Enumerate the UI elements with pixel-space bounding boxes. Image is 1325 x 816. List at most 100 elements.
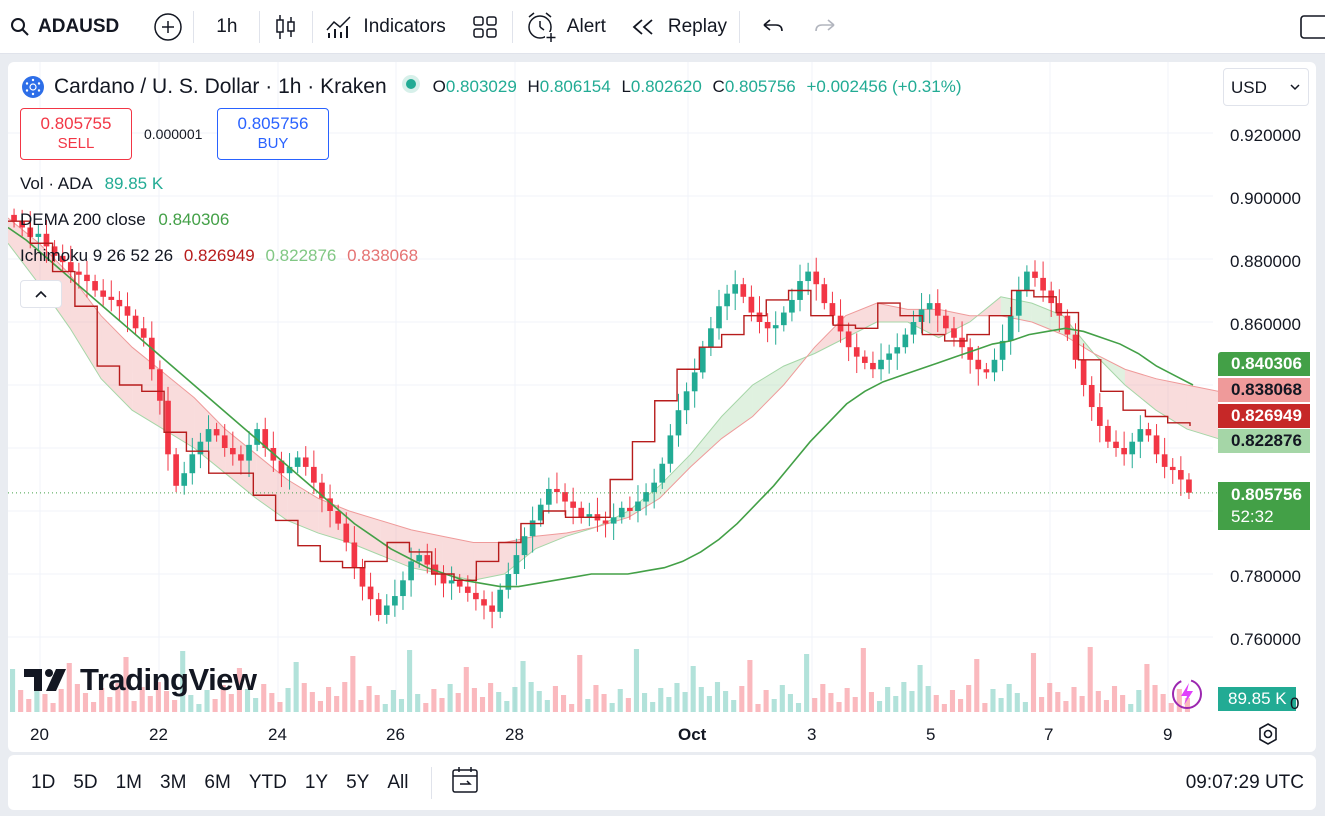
volume-bar [625, 698, 631, 712]
window-icon [1299, 14, 1325, 40]
ichimoku-cloud-segment [70, 274, 102, 379]
range-1d-button[interactable]: 1D [31, 771, 56, 793]
volume-bar [398, 699, 405, 712]
alert-button[interactable]: Alert [513, 7, 618, 47]
candle-body [1072, 334, 1079, 360]
candle-body [294, 457, 301, 467]
replay-button[interactable]: Replay [618, 7, 739, 47]
volume-bar [747, 660, 753, 712]
last-price-badge: 0.805756 52:32 [1218, 482, 1310, 530]
volume-bar [552, 686, 558, 712]
clock[interactable]: 09:07:29 UTC [1185, 771, 1304, 793]
range-3m-button[interactable]: 3M [160, 771, 187, 793]
candle-body [764, 322, 771, 329]
volume-bar [34, 685, 40, 712]
volume-bar [236, 668, 242, 712]
time-axis-label: 20 [30, 725, 49, 744]
candle-body [424, 555, 431, 565]
candle-body [456, 580, 463, 587]
volume-legend[interactable]: Vol · ADA 89.85 K [20, 174, 163, 194]
volume-bar [876, 701, 883, 712]
range-5d-button[interactable]: 5D [73, 771, 98, 793]
buy-button[interactable]: 0.805756 BUY [217, 108, 329, 160]
range-all-button[interactable]: All [387, 771, 409, 793]
volume-bar [868, 692, 874, 712]
volume-label: Vol · ADA [20, 174, 92, 193]
volume-bar [188, 695, 194, 712]
candle-body [586, 514, 593, 518]
settings-icon [1259, 723, 1277, 745]
candle-body [1161, 454, 1168, 467]
ichimoku-span-a-value: 0.822876 [265, 246, 337, 265]
goto-date-button[interactable] [450, 765, 480, 800]
dema-legend[interactable]: DEMA 200 close 0.840306 [20, 210, 229, 230]
indicators-label: Indicators [363, 15, 446, 37]
conversion-price-badge: 0.826949 [1218, 404, 1310, 428]
candle-body [902, 334, 909, 348]
volume-bar [58, 689, 64, 712]
currency-select[interactable]: USD [1223, 68, 1309, 106]
tradingview-logo-icon [24, 667, 72, 693]
volume-bar [852, 697, 858, 712]
volume-bar [82, 693, 89, 712]
undo-button[interactable] [740, 7, 804, 47]
price-axis-label: 0.860000 [1230, 315, 1301, 334]
volume-bar [285, 688, 291, 712]
collapse-legend-button[interactable] [20, 280, 62, 308]
compare-button[interactable] [143, 7, 193, 47]
volume-bar [366, 686, 372, 712]
indicators-button[interactable]: Indicators [313, 7, 457, 47]
candle-body [197, 441, 204, 455]
layouts-button[interactable] [458, 7, 512, 47]
candle-body [246, 444, 252, 461]
dema-price-badge: 0.840306 [1218, 352, 1310, 376]
candle-body [51, 246, 58, 256]
lightning-button[interactable] [1170, 677, 1204, 716]
ichimoku-cloud-segment [132, 347, 164, 430]
candle-body [124, 306, 131, 316]
volume-bar [18, 690, 24, 712]
chart-panel[interactable]: Cardano / U. S. Dollar · 1h · Kraken O0.… [8, 62, 1316, 752]
watermark-text: TradingView [80, 662, 257, 697]
range-ytd-button[interactable]: YTD [248, 771, 287, 793]
volume-bar [690, 666, 696, 712]
ichimoku-cloud-segment [752, 366, 784, 417]
candle-body [189, 454, 196, 474]
ichimoku-cloud-segment [442, 536, 474, 581]
candle-body [1129, 441, 1136, 455]
candle-body [254, 429, 260, 445]
volume-bar [820, 684, 826, 712]
range-6m-button[interactable]: 6M [204, 771, 231, 793]
alarm-clock-icon [525, 11, 557, 43]
range-5y-button[interactable]: 5Y [346, 771, 370, 793]
candle-body [319, 482, 325, 499]
price-chart[interactable] [8, 62, 1316, 752]
range-1m-button[interactable]: 1M [115, 771, 142, 793]
range-1y-button[interactable]: 1Y [304, 771, 329, 793]
volume-bar [131, 701, 137, 712]
volume-bar [787, 694, 793, 712]
volume-bar [674, 683, 680, 712]
symbol-search[interactable]: ADAUSD [0, 7, 129, 47]
chart-settings-button[interactable] [1256, 722, 1280, 751]
sell-button[interactable]: 0.805755 SELL [20, 108, 132, 160]
candle-body [521, 536, 528, 556]
redo-button[interactable] [804, 7, 848, 47]
volume-bar [204, 690, 210, 712]
chart-type-button[interactable] [260, 7, 312, 47]
tradingview-watermark[interactable]: TradingView [24, 662, 257, 698]
volume-bar [147, 696, 153, 712]
time-axis-label: 9 [1163, 725, 1173, 744]
ichimoku-legend[interactable]: Ichimoku 9 26 52 26 0.826949 0.822876 0.… [20, 246, 418, 266]
volume-bar [277, 702, 283, 712]
interval-button[interactable]: 1h [216, 15, 238, 37]
volume-bar [1184, 698, 1190, 712]
volume-bar [723, 691, 729, 712]
candle-body [383, 605, 390, 615]
undo-icon [760, 17, 784, 37]
volume-bar [544, 700, 550, 712]
fullscreen-button[interactable] [1289, 7, 1325, 47]
volume-bar [666, 697, 672, 712]
ichimoku-cloud-segment [101, 315, 133, 411]
volume-bar [909, 691, 915, 712]
